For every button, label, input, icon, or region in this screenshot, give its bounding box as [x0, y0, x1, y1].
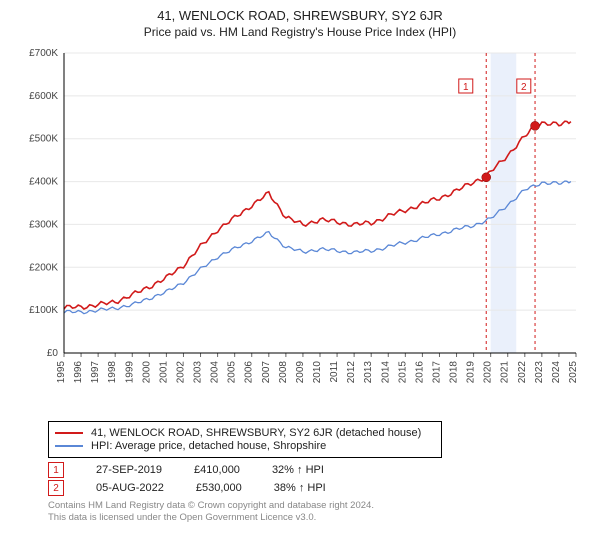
svg-text:2020: 2020 [483, 361, 494, 384]
svg-text:1995: 1995 [56, 361, 67, 384]
svg-text:2023: 2023 [534, 361, 545, 384]
table-row: 2 05-AUG-2022 £530,000 38% ↑ HPI [48, 480, 588, 496]
sale-marker-icon: 1 [48, 462, 64, 478]
svg-text:2025: 2025 [568, 361, 579, 384]
svg-text:2008: 2008 [278, 361, 289, 384]
svg-text:2006: 2006 [244, 361, 255, 384]
sale-delta: 38% ↑ HPI [274, 482, 326, 494]
svg-text:1998: 1998 [107, 361, 118, 384]
svg-text:2016: 2016 [414, 361, 425, 384]
svg-text:1: 1 [463, 82, 469, 93]
legend-label: 41, WENLOCK ROAD, SHREWSBURY, SY2 6JR (d… [91, 427, 421, 439]
legend-swatch-hpi [55, 445, 83, 447]
sale-date: 27-SEP-2019 [96, 464, 162, 476]
svg-text:£700K: £700K [29, 48, 58, 59]
svg-text:2004: 2004 [210, 361, 221, 384]
svg-text:2024: 2024 [551, 361, 562, 384]
page-subtitle: Price paid vs. HM Land Registry's House … [8, 25, 592, 39]
svg-text:2015: 2015 [397, 361, 408, 384]
svg-text:2021: 2021 [500, 361, 511, 384]
sale-price: £530,000 [196, 482, 242, 494]
svg-text:£600K: £600K [29, 91, 58, 102]
svg-text:2018: 2018 [449, 361, 460, 384]
legend-item: 41, WENLOCK ROAD, SHREWSBURY, SY2 6JR (d… [55, 427, 435, 439]
price-chart: £0 £100K £200K £300K £400K £500K £600K £700K 199… [8, 45, 592, 415]
svg-text:1999: 1999 [124, 361, 135, 384]
svg-text:£400K: £400K [29, 177, 58, 188]
svg-text:£100K: £100K [29, 305, 58, 316]
legend-swatch-subject [55, 432, 83, 434]
svg-text:2003: 2003 [193, 361, 204, 384]
svg-text:2019: 2019 [466, 361, 477, 384]
sale-marker-icon: 2 [48, 480, 64, 496]
svg-text:2017: 2017 [431, 361, 442, 384]
table-row: 1 27-SEP-2019 £410,000 32% ↑ HPI [48, 462, 588, 478]
legend-item: HPI: Average price, detached house, Shro… [55, 440, 435, 452]
svg-text:2012: 2012 [346, 361, 357, 384]
svg-text:£500K: £500K [29, 134, 58, 145]
legend: 41, WENLOCK ROAD, SHREWSBURY, SY2 6JR (d… [48, 421, 442, 458]
svg-text:2000: 2000 [141, 361, 152, 384]
page-title: 41, WENLOCK ROAD, SHREWSBURY, SY2 6JR [8, 8, 592, 23]
svg-text:2009: 2009 [295, 361, 306, 384]
footer-line: Contains HM Land Registry data © Crown c… [48, 500, 588, 512]
sale-delta: 32% ↑ HPI [272, 464, 324, 476]
sale-date: 05-AUG-2022 [96, 482, 164, 494]
svg-text:£300K: £300K [29, 219, 58, 230]
svg-text:2005: 2005 [227, 361, 238, 384]
svg-text:2011: 2011 [329, 361, 340, 383]
svg-text:2022: 2022 [517, 361, 528, 384]
svg-text:2007: 2007 [261, 361, 272, 384]
svg-text:2002: 2002 [175, 361, 186, 384]
footer-attribution: Contains HM Land Registry data © Crown c… [48, 500, 588, 524]
svg-text:1996: 1996 [73, 361, 84, 384]
sale-price: £410,000 [194, 464, 240, 476]
svg-text:£200K: £200K [29, 262, 58, 273]
svg-text:2: 2 [521, 82, 527, 93]
svg-text:2014: 2014 [380, 361, 391, 384]
sales-table: 1 27-SEP-2019 £410,000 32% ↑ HPI 2 05-AU… [48, 462, 588, 496]
footer-line: This data is licensed under the Open Gov… [48, 512, 588, 524]
legend-label: HPI: Average price, detached house, Shro… [91, 440, 326, 452]
svg-text:2013: 2013 [363, 361, 374, 384]
svg-text:2001: 2001 [158, 361, 169, 384]
svg-text:2010: 2010 [312, 361, 323, 384]
svg-text:1997: 1997 [90, 361, 101, 384]
svg-text:£0: £0 [47, 348, 59, 359]
